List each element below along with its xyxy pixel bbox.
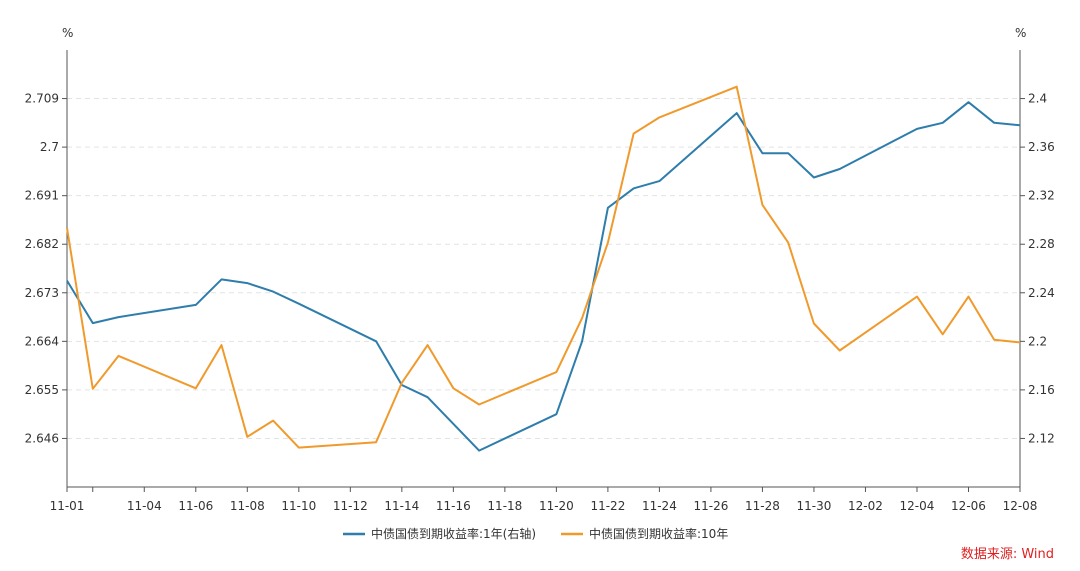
left-tick-label: 2.709 bbox=[25, 92, 59, 106]
x-tick-label: 11-14 bbox=[384, 499, 419, 513]
x-tick-label: 11-12 bbox=[333, 499, 368, 513]
x-tick-label: 11-01 bbox=[50, 499, 85, 513]
left-tick-label: 2.691 bbox=[25, 189, 59, 203]
series-lines bbox=[66, 85, 1021, 452]
data-source-label: 数据来源: Wind bbox=[961, 547, 1054, 562]
left-tick-label: 2.646 bbox=[25, 431, 59, 445]
legend-label-series-1: 中债国债到期收益率:1年(右轴) bbox=[371, 526, 536, 541]
right-axis-unit: % bbox=[1015, 26, 1026, 40]
right-tick-label: 2.36 bbox=[1028, 140, 1055, 154]
x-tick-label: 11-06 bbox=[178, 499, 213, 513]
x-tick-label: 12-06 bbox=[951, 499, 986, 513]
right-tick-label: 2.16 bbox=[1028, 383, 1055, 397]
left-tick-label: 2.673 bbox=[25, 286, 59, 300]
x-tick-label: 11-26 bbox=[693, 499, 728, 513]
right-tick-label: 2.24 bbox=[1028, 286, 1055, 300]
legend: 中债国债到期收益率:1年(右轴) 中债国债到期收益率:10年 bbox=[343, 526, 728, 541]
right-tick-label: 2.4 bbox=[1028, 92, 1047, 106]
right-tick-label: 2.32 bbox=[1028, 189, 1055, 203]
x-tick-label: 11-08 bbox=[230, 499, 265, 513]
x-tick-label: 11-24 bbox=[642, 499, 677, 513]
x-tick-label: 11-18 bbox=[487, 499, 522, 513]
left-tick-label: 2.664 bbox=[25, 334, 59, 348]
grid-lines bbox=[67, 98, 1020, 439]
right-tick-label: 2.12 bbox=[1028, 431, 1055, 445]
right-tick-label: 2.28 bbox=[1028, 237, 1055, 251]
left-tick-label: 2.7 bbox=[40, 140, 59, 154]
x-tick-label: 12-08 bbox=[1003, 499, 1038, 513]
x-tick-label: 12-02 bbox=[848, 499, 883, 513]
right-axis-ticks: 2.12 2.16 2.2 2.24 2.28 2.32 2.36 2.4 bbox=[1020, 92, 1055, 445]
x-tick-label: 12-04 bbox=[900, 499, 935, 513]
x-tick-label: 11-22 bbox=[590, 499, 625, 513]
axes: % % bbox=[62, 26, 1026, 488]
x-tick-label: 11-10 bbox=[281, 499, 316, 513]
x-tick-label: 11-04 bbox=[127, 499, 162, 513]
series-line-1 bbox=[66, 101, 1021, 452]
left-tick-label: 2.655 bbox=[25, 383, 59, 397]
x-tick-label: 11-28 bbox=[745, 499, 780, 513]
x-tick-label: 11-16 bbox=[436, 499, 471, 513]
legend-label-series-2: 中债国债到期收益率:10年 bbox=[589, 526, 728, 541]
left-axis-ticks: 2.646 2.655 2.664 2.673 2.682 2.691 2.7 2.709 bbox=[25, 92, 67, 445]
x-axis-ticks: 11-01 11-04 11-06 11-08 11-10 11-12 11-14 11-16… bbox=[50, 487, 1038, 513]
series-line-2 bbox=[66, 85, 1021, 449]
x-tick-label: 11-20 bbox=[539, 499, 574, 513]
x-tick-label: 11-30 bbox=[797, 499, 832, 513]
left-axis-unit: % bbox=[62, 26, 73, 40]
right-tick-label: 2.2 bbox=[1028, 334, 1047, 348]
left-tick-label: 2.682 bbox=[25, 237, 59, 251]
